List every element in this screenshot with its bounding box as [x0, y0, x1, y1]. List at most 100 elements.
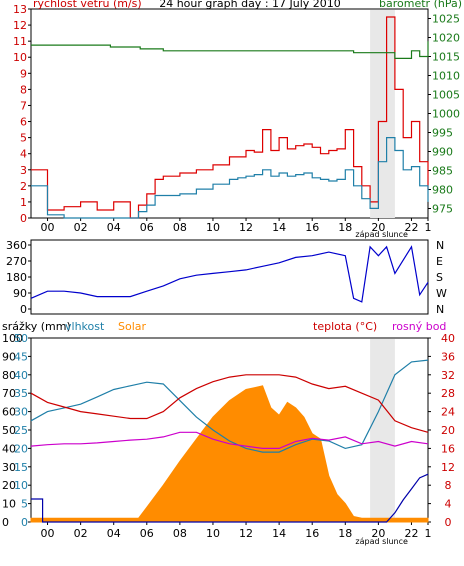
temp-xtick-label: 14 — [272, 527, 286, 540]
dew-line — [30, 431, 429, 449]
humidity-ytick-label: 45 — [14, 350, 28, 363]
wind-xtick-label: 10 — [206, 221, 220, 234]
rain-ytick-label: 30 — [2, 461, 16, 474]
rain-ytick-label: 80 — [2, 369, 16, 382]
solar-axis-label: Solar — [118, 320, 147, 333]
rain-ytick-label: 90 — [2, 350, 16, 363]
temp-xtick-label: 22 — [404, 527, 418, 540]
temp-ytick-label: 40 — [441, 332, 455, 345]
rain-ytick-label: 20 — [2, 479, 16, 492]
wind-ytick-label: 5 — [20, 132, 27, 145]
direction-panel-frame — [30, 239, 429, 315]
wind-panel-frame — [30, 8, 429, 219]
wind-xtick-label: 16 — [305, 221, 319, 234]
dir-compass-label: N — [436, 303, 444, 316]
dir-ytick-label: 180 — [6, 271, 27, 284]
wind-xtick-label: 04 — [107, 221, 121, 234]
baro-ytick-label: 1025 — [432, 13, 460, 26]
baro-ytick-label: 1020 — [432, 32, 460, 45]
humidity-axis-label: vlhkost — [65, 320, 105, 333]
baro-ytick-label: 980 — [432, 184, 453, 197]
baro-ytick-label: 975 — [432, 203, 453, 216]
dir-ytick-label: 270 — [6, 255, 27, 268]
temp-xtick-label: 00 — [41, 527, 55, 540]
wind-xtick-label: 12 — [239, 221, 253, 234]
temp-ytick-label: 28 — [441, 387, 455, 400]
temp-ytick-label: 32 — [441, 369, 455, 382]
humidity-ytick-label: 20 — [14, 442, 28, 455]
wind-xtick-label: 02 — [74, 221, 88, 234]
humidity-line — [30, 359, 429, 453]
dir-ytick-label: 90 — [13, 287, 27, 300]
wind-xtick-label: 00 — [41, 221, 55, 234]
wind-xtick-label: 14 — [272, 221, 286, 234]
wind-xtick-label: 08 — [173, 221, 187, 234]
wind-ytick-label: 6 — [20, 116, 27, 129]
wind-ytick-label: 9 — [20, 67, 27, 80]
wind-ytick-label: 13 — [13, 3, 27, 16]
dew-axis-label: rosný bod — [392, 320, 446, 333]
rain-ytick-label: 10 — [2, 498, 16, 511]
wind-ytick-label: 11 — [13, 35, 27, 48]
temp-ytick-label: 12 — [441, 461, 455, 474]
humidity-ytick-label: 35 — [14, 387, 28, 400]
wind-ytick-label: 3 — [20, 164, 27, 177]
temp-xtick-label: 06 — [140, 527, 154, 540]
temp-xtick-label: 16 — [305, 527, 319, 540]
wind-ytick-label: 10 — [13, 51, 27, 64]
temp-ytick-label: 36 — [441, 350, 455, 363]
humidity-ytick-label: 10 — [14, 479, 28, 492]
rain-ytick-label: 0 — [2, 516, 9, 529]
rain-line — [31, 473, 429, 523]
wind-ytick-label: 0 — [20, 212, 27, 225]
wind-ytick-label: 7 — [20, 99, 27, 112]
temp-xtick-label: 12 — [239, 527, 253, 540]
temp-ytick-label: 4 — [445, 498, 452, 511]
chart-title: 24 hour graph day : 17 July 2010 — [159, 0, 341, 10]
temp-ytick-label: 20 — [441, 424, 455, 437]
humidity-ytick-label: 15 — [14, 461, 28, 474]
baro-axis-label: barometr (hPa) — [379, 0, 462, 10]
rain-ytick-label: 60 — [2, 406, 16, 419]
wind-ytick-label: 8 — [20, 83, 27, 96]
wind-xtick-label: 18 — [338, 221, 352, 234]
temp-ytick-label: 24 — [441, 406, 455, 419]
dir-compass-label: W — [436, 287, 447, 300]
baro-ytick-label: 990 — [432, 146, 453, 159]
wind-xtick-label: 1 — [425, 221, 432, 234]
sunset-label: západ slunce — [355, 537, 408, 546]
baro-ytick-label: 1005 — [432, 89, 460, 102]
humidity-ytick-label: 5 — [21, 498, 28, 511]
temp-xtick-label: 18 — [338, 527, 352, 540]
wind-ytick-label: 12 — [13, 19, 27, 32]
rain-ytick-label: 40 — [2, 442, 16, 455]
rain-ytick-label: 50 — [2, 424, 16, 437]
temp-xtick-label: 1 — [425, 527, 432, 540]
baro-line — [31, 41, 429, 59]
humidity-ytick-label: 40 — [14, 369, 28, 382]
temp-line — [30, 374, 429, 433]
temp-axis-label: teplota (°C) — [313, 320, 377, 333]
wind-xtick-label: 20 — [371, 221, 385, 234]
sunset-band — [370, 339, 395, 522]
temp-xtick-label: 20 — [371, 527, 385, 540]
temp-xtick-label: 08 — [173, 527, 187, 540]
dir-compass-label: S — [436, 271, 443, 284]
wind-line — [31, 137, 429, 219]
humidity-ytick-label: 30 — [14, 406, 28, 419]
baro-ytick-label: 1010 — [432, 70, 460, 83]
wind-ytick-label: 2 — [20, 180, 27, 193]
baro-ytick-label: 995 — [432, 127, 453, 140]
wind-ytick-label: 1 — [20, 196, 27, 209]
rain-ytick-label: 70 — [2, 387, 16, 400]
baro-ytick-label: 985 — [432, 165, 453, 178]
temp-xtick-label: 02 — [74, 527, 88, 540]
rain-axis-label: srážky (mm) — [2, 320, 71, 333]
sunset-label: západ slunce — [355, 230, 408, 239]
dir-compass-label: N — [436, 239, 444, 252]
temp-ytick-label: 0 — [445, 516, 452, 529]
baro-ytick-label: 1015 — [432, 51, 460, 64]
dir-compass-label: E — [436, 255, 443, 268]
humidity-ytick-label: 50 — [14, 332, 28, 345]
